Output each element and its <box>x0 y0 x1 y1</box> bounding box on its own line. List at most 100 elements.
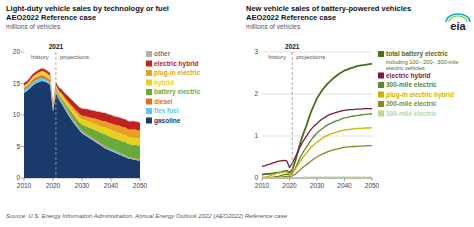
legend-swatch <box>378 73 384 79</box>
tick-label: 15 <box>13 80 21 87</box>
title: Light-duty vehicle sales by technology o… <box>6 4 169 13</box>
tick-mark <box>21 178 24 179</box>
legend-note: including 100-, 200-, 300-mileelectric v… <box>386 59 458 71</box>
legend-entry: hybrid <box>154 79 174 87</box>
tick-mark <box>24 178 25 181</box>
tick-mark <box>140 178 141 181</box>
legend-swatch <box>146 51 152 57</box>
legend-entry: gasoline <box>154 117 181 125</box>
tick-mark <box>82 178 83 181</box>
legend-swatch <box>146 108 152 114</box>
line <box>262 128 372 178</box>
tick-label: 2040 <box>337 182 352 189</box>
axis-label: millions of vehicles <box>246 23 301 30</box>
legend-swatch <box>146 70 152 76</box>
grid-line <box>262 94 372 95</box>
legend-entry: flex fuel <box>154 107 179 114</box>
tick-label: 5 <box>16 143 20 150</box>
legend-swatch <box>378 51 384 57</box>
tick-label: 2010 <box>17 182 32 189</box>
legend-entry: plug-in electric <box>154 69 201 77</box>
line <box>262 109 372 168</box>
chart-root: Light-duty vehicle sales by technology o… <box>0 0 474 227</box>
split-line <box>55 52 56 178</box>
legend-swatch <box>378 82 384 88</box>
tick-mark <box>21 52 24 53</box>
subtitle: AEO2022 Reference case <box>6 13 96 22</box>
tick-label: 20 <box>13 48 21 55</box>
logo-text: eia <box>450 20 466 32</box>
tick-mark <box>53 178 54 181</box>
legend-swatch <box>146 80 152 86</box>
line <box>262 64 372 175</box>
annotation: history <box>31 54 49 60</box>
legend-entry: electric hybrid <box>154 60 198 68</box>
line <box>262 114 372 178</box>
annotation: 2021 <box>49 43 64 50</box>
area <box>24 71 140 139</box>
tick-label: 3 <box>254 48 258 55</box>
annotation: projections <box>296 54 325 60</box>
subtitle: AEO2022 Reference case <box>246 13 336 22</box>
tick-mark <box>21 115 24 116</box>
tick-mark <box>372 178 373 181</box>
annotation: projections <box>60 54 89 60</box>
tick-mark <box>344 178 345 181</box>
legend-entry: battery electric <box>154 88 201 96</box>
legend-swatch <box>378 111 384 117</box>
annotation: 2021 <box>285 43 300 50</box>
legend-swatch <box>378 92 384 98</box>
legend-entry: 100-mile electric <box>386 110 437 117</box>
legend-note-line: electric vehicles <box>386 65 425 71</box>
grid-line <box>262 136 372 137</box>
tick-label: 2050 <box>133 182 148 189</box>
logo: eia <box>446 14 470 32</box>
tick-label: 2020 <box>282 182 297 189</box>
legend-entry: electric hybrid <box>386 72 430 80</box>
tick-mark <box>21 83 24 84</box>
plot-area <box>24 68 140 178</box>
legend-entry: 200-mile electric <box>386 100 437 107</box>
grid-line <box>262 52 372 53</box>
legend: other electric hybridplug-in electric hybr… <box>146 50 201 125</box>
plot-area <box>262 64 372 178</box>
tick-label: 0 <box>254 174 258 181</box>
tick-mark <box>289 178 290 181</box>
tick-mark <box>317 178 318 181</box>
annotation: history <box>268 54 286 60</box>
tick-label: 2040 <box>104 182 119 189</box>
tick-mark <box>111 178 112 181</box>
tick-label: 2020 <box>46 182 61 189</box>
tick-label: 0 <box>16 174 20 181</box>
legend-entry: plug-in electric hybrid <box>386 91 454 99</box>
axis-label: millions of vehicles <box>6 23 61 30</box>
line <box>262 177 372 178</box>
panel: New vehicle sales of battery-powered veh… <box>246 4 458 189</box>
tick-label: 2050 <box>365 182 380 189</box>
tick-label: 2 <box>254 90 258 97</box>
line <box>262 146 372 178</box>
split-line <box>292 52 293 178</box>
source: Source: U.S. Energy Information Administ… <box>6 213 288 219</box>
panel: Light-duty vehicle sales by technology o… <box>6 4 201 189</box>
tick-mark <box>21 146 24 147</box>
area <box>24 68 140 123</box>
legend-swatch <box>146 89 152 95</box>
legend-swatch <box>146 99 152 105</box>
tick-mark <box>262 178 263 181</box>
tick-label: 1 <box>254 132 258 139</box>
legend-swatch <box>146 118 152 124</box>
legend-swatch <box>146 61 152 67</box>
title: New vehicle sales of battery-powered veh… <box>246 4 411 13</box>
area <box>24 69 140 131</box>
legend-entry: 300-mile electric <box>386 81 437 88</box>
legend-entry: total battery electric <box>386 50 448 58</box>
legend-entry: other <box>154 50 171 57</box>
legend-swatch <box>378 101 384 107</box>
legend: total battery electricincluding 100-, 20… <box>378 50 458 117</box>
tick-label: 10 <box>13 111 21 118</box>
tick-label: 2030 <box>75 182 90 189</box>
tick-label: 2030 <box>310 182 325 189</box>
legend-entry: diesel <box>154 98 173 105</box>
tick-label: 2010 <box>255 182 270 189</box>
